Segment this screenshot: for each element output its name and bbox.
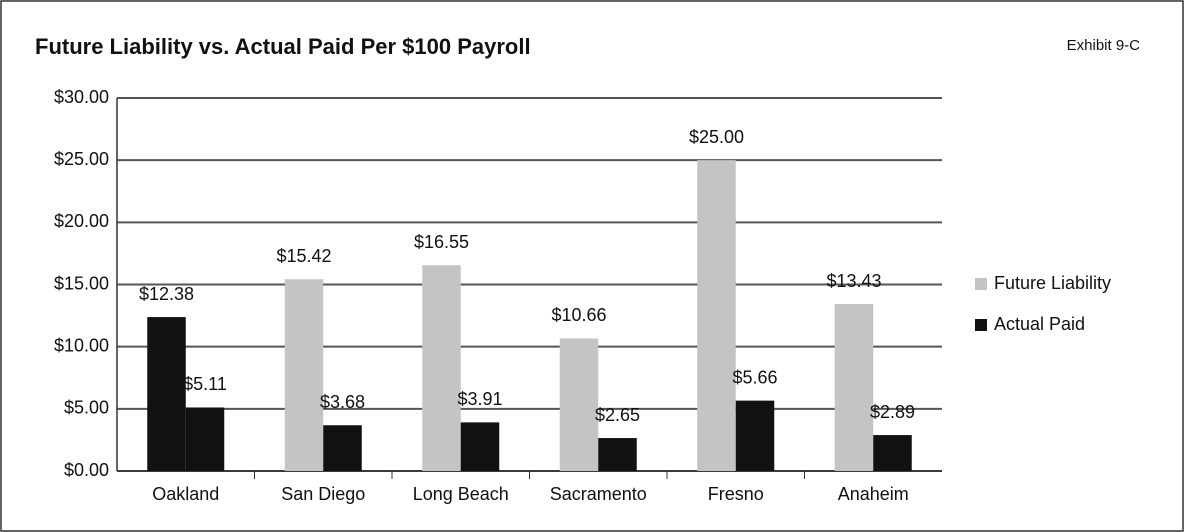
bar — [460, 422, 500, 471]
x-tick-label: Fresno — [708, 484, 764, 504]
bar — [559, 338, 599, 471]
y-tick-label: $5.00 — [64, 398, 109, 418]
value-label: $3.68 — [320, 392, 365, 412]
x-tick-label: Long Beach — [413, 484, 509, 504]
legend-swatch — [975, 278, 987, 290]
value-label: $12.38 — [139, 284, 194, 304]
y-tick-label: $10.00 — [54, 335, 109, 355]
bar — [185, 407, 225, 471]
x-tick-label: Anaheim — [838, 484, 909, 504]
x-tick-label: Oakland — [152, 484, 219, 504]
bar — [147, 317, 186, 471]
value-label: $25.00 — [689, 127, 744, 147]
value-label: $13.43 — [826, 271, 881, 291]
bar — [323, 425, 362, 471]
bar — [598, 438, 637, 471]
bar — [834, 304, 874, 471]
y-tick-label: $20.00 — [54, 211, 109, 231]
legend-label: Future Liability — [994, 273, 1111, 293]
y-tick-label: $30.00 — [54, 87, 109, 107]
chart-title: Future Liability vs. Actual Paid Per $10… — [35, 34, 531, 59]
value-label: $16.55 — [414, 232, 469, 252]
value-label: $2.89 — [870, 402, 915, 422]
bar — [697, 160, 736, 471]
y-tick-label: $15.00 — [54, 273, 109, 293]
bar — [873, 435, 912, 471]
annotation: Exhibit 9-C — [1067, 37, 1141, 54]
bar — [422, 265, 461, 471]
x-tick-label: San Diego — [281, 484, 365, 504]
value-label: $2.65 — [595, 405, 640, 425]
x-tick-label: Sacramento — [550, 484, 647, 504]
value-label: $15.42 — [276, 246, 331, 266]
value-label: $5.66 — [732, 367, 777, 387]
bar — [284, 279, 324, 471]
legend-swatch — [975, 319, 987, 331]
y-tick-label: $0.00 — [64, 460, 109, 480]
y-tick-label: $25.00 — [54, 149, 109, 169]
value-label: $10.66 — [551, 305, 606, 325]
value-label: $5.11 — [183, 374, 227, 394]
legend-label: Actual Paid — [994, 314, 1085, 334]
bar — [735, 400, 775, 471]
value-label: $3.91 — [457, 389, 502, 409]
